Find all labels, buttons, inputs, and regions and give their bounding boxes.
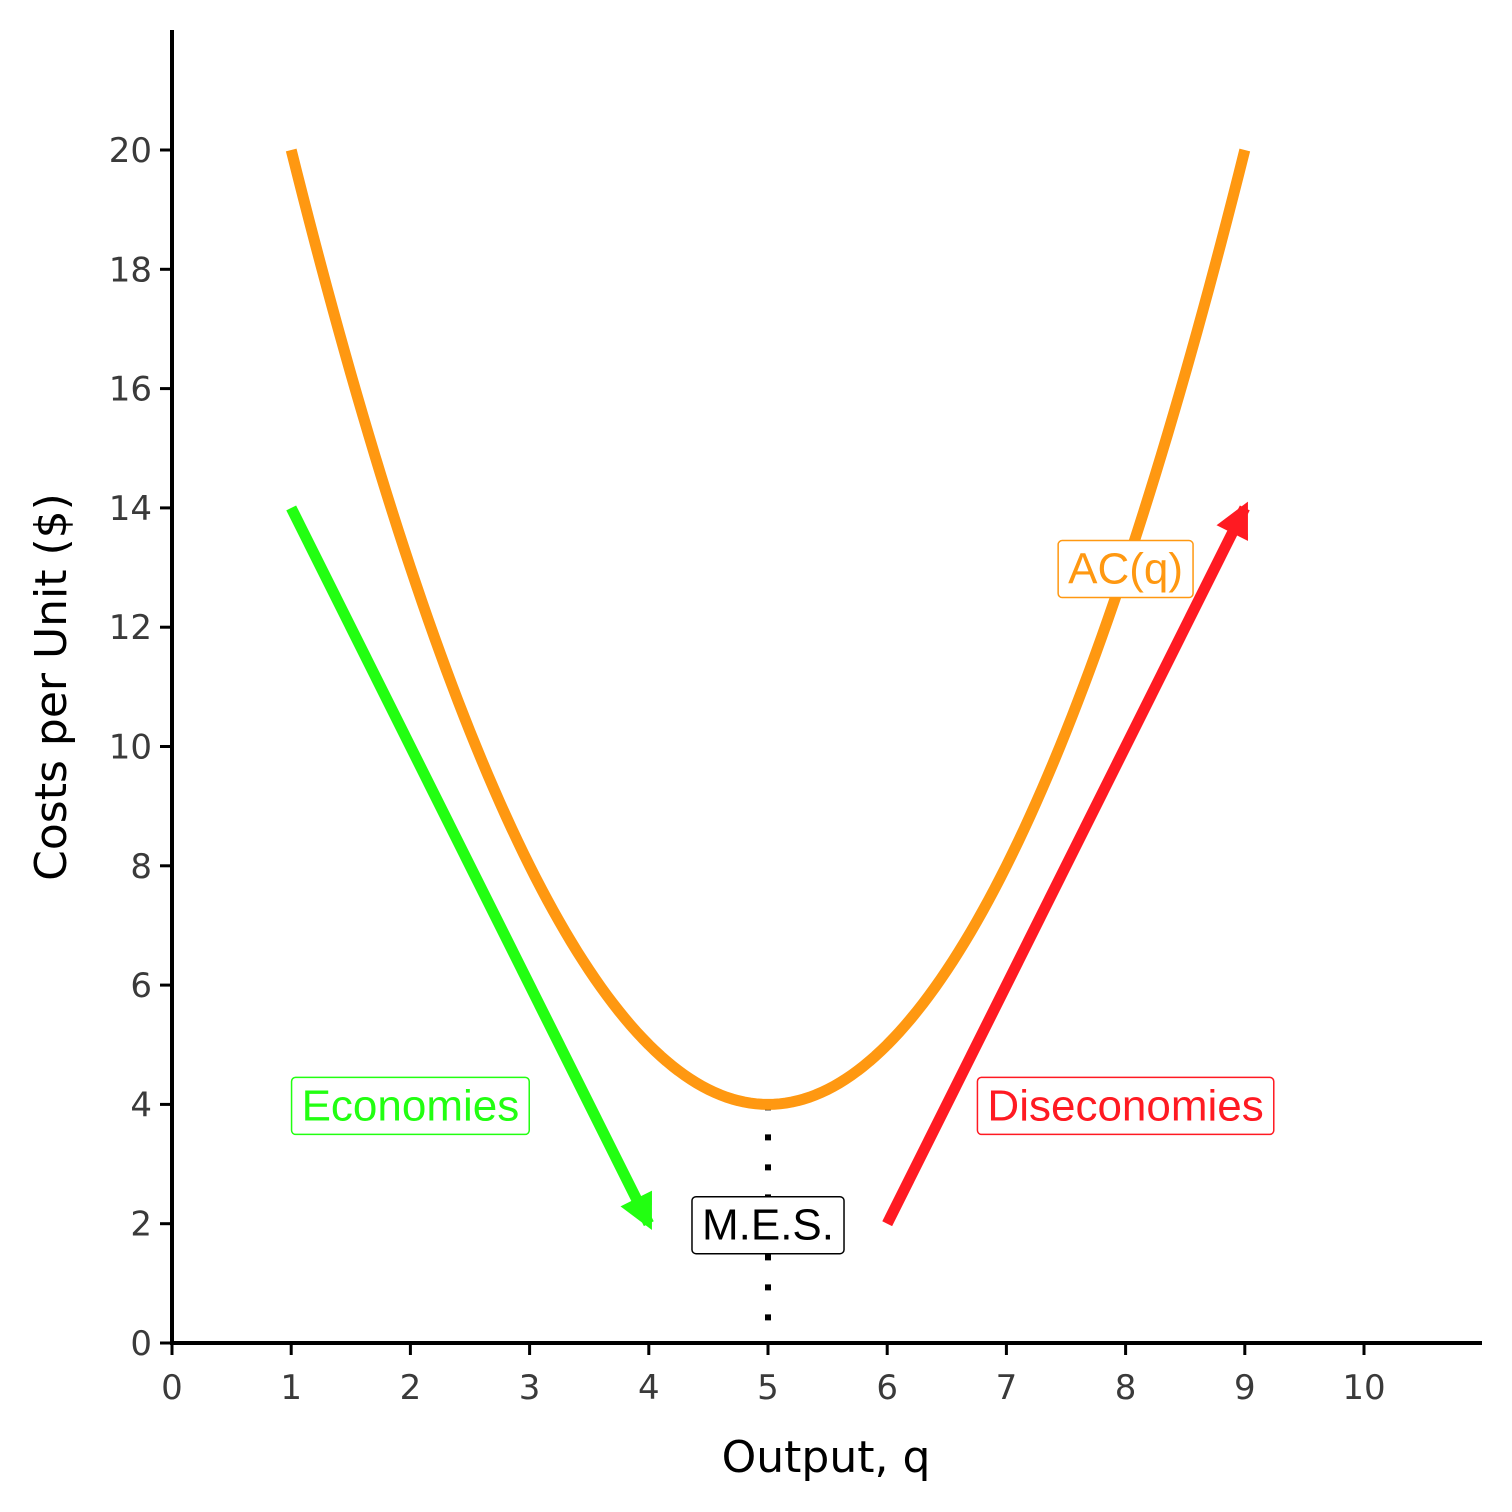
economies-label: Economies bbox=[290, 1076, 530, 1136]
x-tick-label: 5 bbox=[757, 1368, 779, 1408]
y-tick-label: 2 bbox=[130, 1205, 152, 1245]
diseconomies-label-text: Diseconomies bbox=[987, 1081, 1263, 1130]
x-tick-label: 7 bbox=[996, 1368, 1018, 1408]
y-tick-label: 14 bbox=[109, 489, 152, 529]
mes-label-box bbox=[691, 1195, 845, 1255]
ac-curve bbox=[285, 148, 1251, 1110]
y-tick-label: 0 bbox=[130, 1324, 152, 1364]
x-tick-label: 10 bbox=[1342, 1368, 1385, 1408]
x-tick-label: 2 bbox=[400, 1368, 422, 1408]
ac-label-text: AC(q) bbox=[1068, 545, 1183, 594]
x-axis-title: Output, q bbox=[722, 1432, 931, 1483]
economies-arrow bbox=[286, 505, 654, 1230]
x-tick-label: 4 bbox=[638, 1368, 660, 1408]
x-tick-label: 6 bbox=[876, 1368, 898, 1408]
x-tick-label: 1 bbox=[280, 1368, 302, 1408]
y-tick-label: 16 bbox=[109, 370, 152, 410]
y-tick-label: 10 bbox=[109, 728, 152, 768]
x-tick-label: 0 bbox=[161, 1368, 183, 1408]
mes-label: M.E.S. bbox=[691, 1195, 845, 1255]
y-tick-label: 8 bbox=[130, 847, 152, 887]
ac-label: AC(q) bbox=[1057, 539, 1194, 599]
y-tick-label: 18 bbox=[109, 250, 152, 290]
y-tick-label: 4 bbox=[130, 1085, 152, 1125]
diseconomies-label-box bbox=[976, 1076, 1275, 1136]
x-axis-ticks: 0 1 2 3 4 5 6 7 8 9 10 bbox=[161, 1343, 1386, 1408]
x-tick-label: 8 bbox=[1115, 1368, 1137, 1408]
x-tick-label: 3 bbox=[519, 1368, 541, 1408]
plot-area bbox=[285, 148, 1251, 1343]
ac-label-box bbox=[1057, 539, 1194, 599]
y-axis-ticks: 0 2 4 6 8 10 12 14 16 18 20 bbox=[109, 131, 172, 1364]
annotations: AC(q) Economies Diseconomies M.E.S. bbox=[290, 539, 1275, 1255]
economies-label-text: Economies bbox=[302, 1081, 520, 1130]
y-tick-label: 6 bbox=[130, 966, 152, 1006]
y-tick-label: 20 bbox=[109, 131, 152, 171]
y-tick-label: 12 bbox=[109, 608, 152, 648]
mes-label-text: M.E.S. bbox=[702, 1201, 834, 1250]
economies-label-box bbox=[290, 1076, 530, 1136]
diseconomies-arrow bbox=[882, 501, 1250, 1227]
x-tick-label: 9 bbox=[1234, 1368, 1256, 1408]
diseconomies-label: Diseconomies bbox=[976, 1076, 1275, 1136]
y-axis-title: Costs per Unit ($) bbox=[26, 493, 77, 881]
